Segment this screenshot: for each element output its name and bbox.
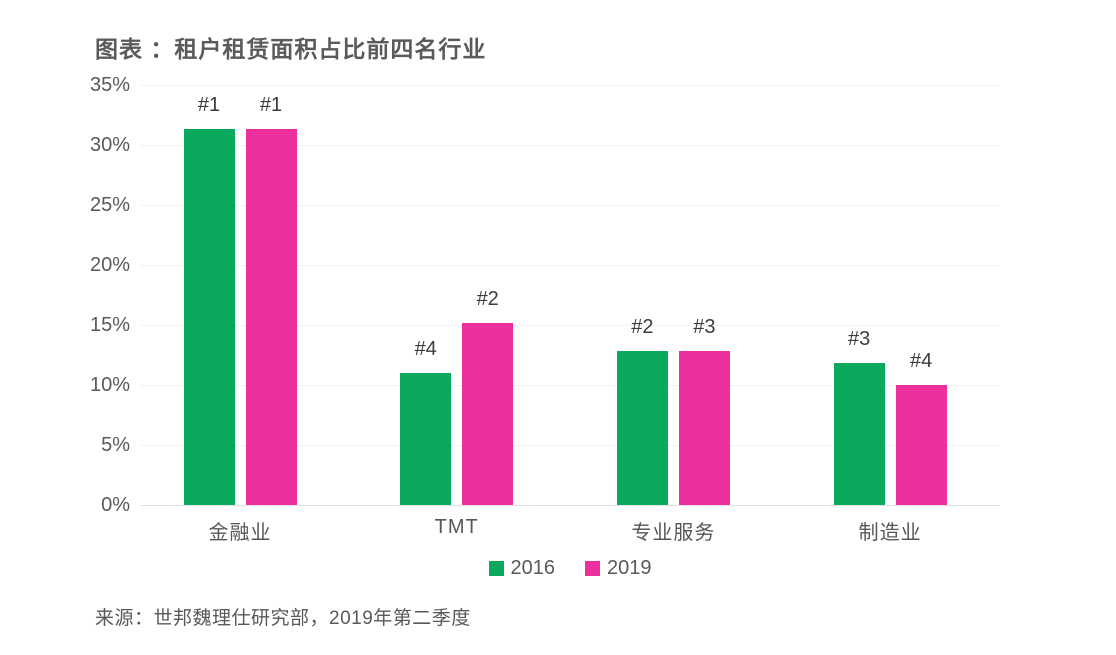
- bar-2016-category-4: [833, 363, 885, 505]
- legend-swatch-2019: [585, 560, 600, 576]
- y-axis-tick-label: 5%: [101, 434, 130, 456]
- rank-label-2019-category-3: #3: [693, 316, 716, 339]
- grid-line: [140, 505, 1000, 506]
- bar-2016-category-1: [183, 129, 235, 505]
- y-axis-tick-label: 15%: [89, 314, 130, 336]
- grid-line: [140, 325, 1000, 326]
- chart-title: 图表 ：租户租赁面积占比前四名行业: [95, 36, 487, 62]
- grid-line: [140, 445, 1000, 446]
- bar-2019-category-3: [678, 351, 730, 505]
- legend-label-2016: 2016: [510, 557, 556, 579]
- rank-label-2016-category-1: #1: [197, 94, 221, 117]
- y-axis-tick-label: 35%: [89, 74, 130, 96]
- grid-line: [140, 385, 1000, 386]
- legend: 2016 2019: [140, 558, 1000, 578]
- rank-label-2019-category-4: #4: [909, 350, 933, 372]
- y-axis-tick-label: 25%: [89, 194, 130, 216]
- bar-2016-category-3: [616, 351, 668, 505]
- rank-label-2016-category-4: #3: [847, 328, 871, 351]
- legend-label-2019: 2019: [607, 557, 652, 579]
- rank-label-2019-category-1: #1: [259, 94, 283, 117]
- rank-label-2016-category-2: #4: [414, 338, 437, 360]
- bar-2019-category-4: [895, 385, 947, 505]
- category-label: 专业服务: [631, 522, 716, 544]
- y-axis-tick-label: 30%: [89, 134, 130, 156]
- bar-2016-category-2: [400, 373, 452, 505]
- y-axis-tick-label: 0%: [101, 494, 130, 516]
- legend-item-2016: 2016: [488, 557, 556, 579]
- category-label: 制造业: [858, 522, 922, 544]
- category-label: TMT: [434, 516, 479, 538]
- grid-line: [140, 265, 1000, 266]
- bar-2019-category-1: [245, 129, 297, 505]
- category-label: 金融业: [208, 522, 272, 544]
- y-axis-tick-label: 20%: [89, 254, 130, 276]
- legend-item-2019: 2019: [585, 558, 652, 578]
- rank-label-2019-category-2: #2: [476, 287, 499, 310]
- rank-label-2016-category-3: #2: [631, 316, 654, 339]
- source-note: 来源：世邦魏理仕研究部，2019年第二季度: [95, 608, 471, 629]
- grid-line: [140, 205, 1000, 206]
- grid-line: [140, 85, 1000, 86]
- legend-swatch-2016: [488, 560, 504, 576]
- bar-2019-category-2: [462, 322, 514, 505]
- y-axis-tick-label: 10%: [89, 374, 130, 396]
- grid-line: [140, 145, 1000, 146]
